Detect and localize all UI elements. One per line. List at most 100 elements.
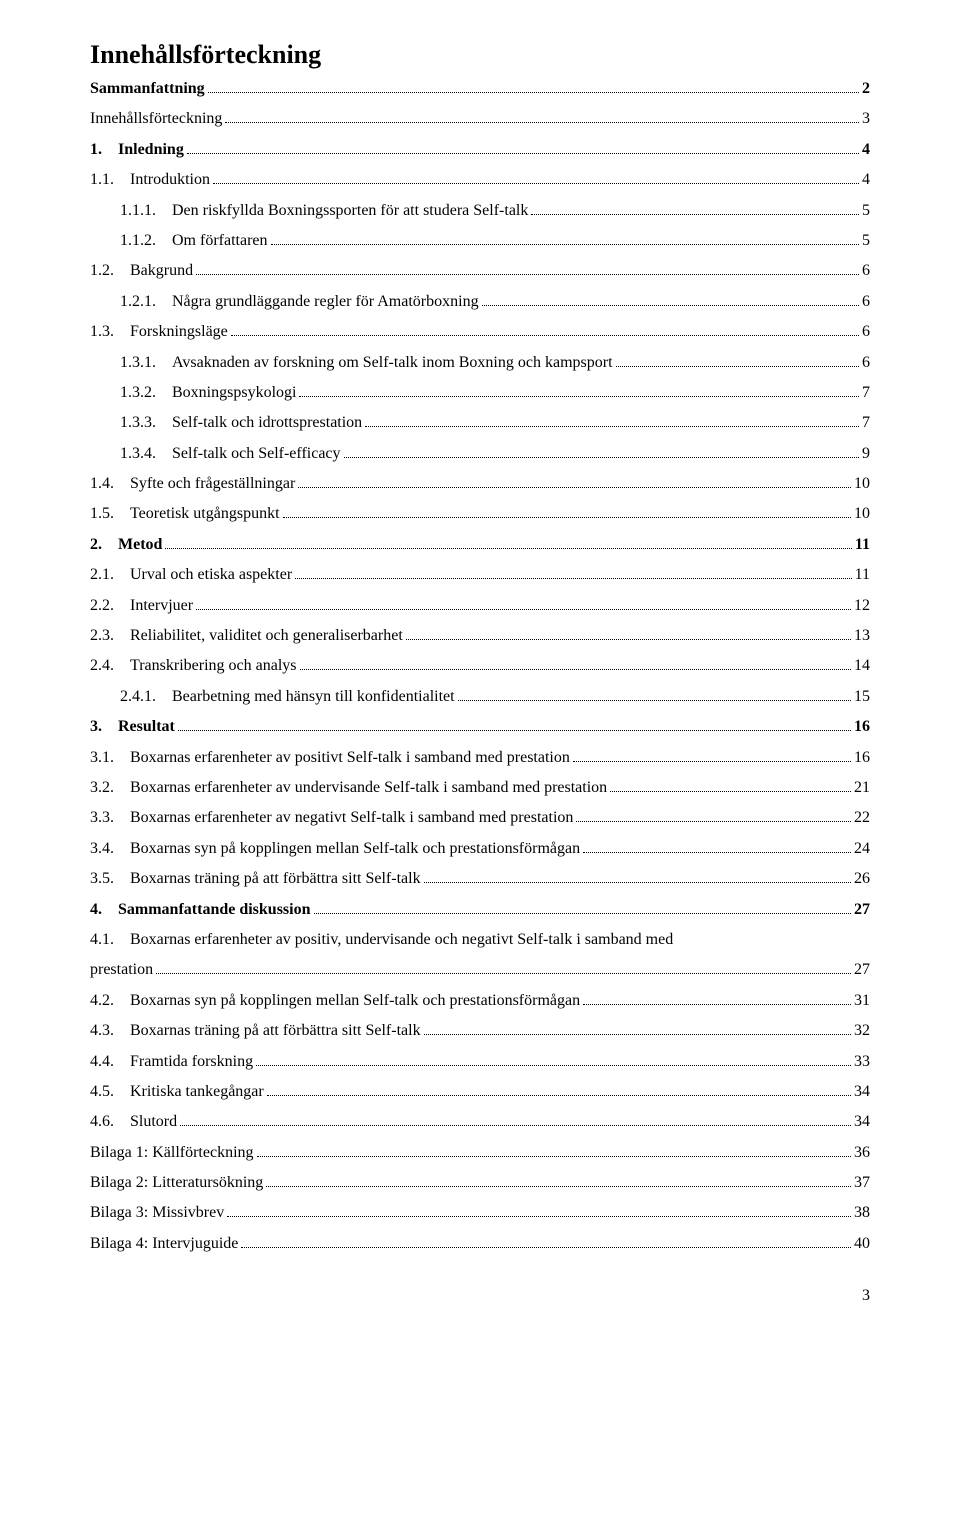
toc-entry-page: 22 [854,803,870,833]
page-number-footer: 3 [90,1287,870,1305]
toc-entry: 1.2.1. Några grundläggande regler för Am… [90,287,870,317]
toc-entry-page: 16 [854,712,870,742]
toc-leader-dots [583,852,851,853]
toc-leader-dots [299,396,859,397]
toc-entry-label: 1.2.1. Några grundläggande regler för Am… [120,287,479,317]
toc-entry-page: 12 [854,591,870,621]
toc-entry-page: 5 [862,226,870,256]
toc-entry-page: 2 [862,74,870,104]
toc-entry-label: Bilaga 4: Intervjuguide [90,1229,238,1259]
toc-entry-page: 9 [862,439,870,469]
toc-entry-page: 4 [862,135,870,165]
toc-entry-label: 3.1. Boxarnas erfarenheter av positivt S… [90,743,570,773]
toc-entry: 2.2. Intervjuer12 [90,591,870,621]
toc-entry-label: 1.3.3. Self-talk och idrottsprestation [120,408,362,438]
toc-entry-label: Innehållsförteckning [90,104,222,134]
toc-entry: 4. Sammanfattande diskussion27 [90,895,870,925]
toc-leader-dots [271,244,859,245]
toc-leader-dots [231,335,859,336]
toc-leader-dots [165,548,851,549]
toc-leader-dots [314,913,852,914]
toc-leader-dots [458,700,851,701]
toc-leader-dots [187,153,859,154]
toc-entry-label: 4.1. Boxarnas erfarenheter av positiv, u… [90,925,673,955]
toc-entry-label: 1.1.1. Den riskfyllda Boxningssporten fö… [120,196,528,226]
toc-entry: 1.3.1. Avsaknaden av forskning om Self-t… [90,348,870,378]
toc-leader-dots [180,1125,851,1126]
toc-leader-dots [225,122,859,123]
toc-entry: 1.3.4. Self-talk och Self-efficacy 9 [90,439,870,469]
toc-leader-dots [257,1156,851,1157]
toc-entry: 1.4. Syfte och frågeställningar10 [90,469,870,499]
toc-entry-label: 4. Sammanfattande diskussion [90,895,311,925]
toc-entry-label: 3.5. Boxarnas träning på att förbättra s… [90,864,421,894]
toc-entry: 1.1. Introduktion 4 [90,165,870,195]
toc-entry: 3.4. Boxarnas syn på kopplingen mellan S… [90,834,870,864]
toc-entry-label: 1. Inledning [90,135,184,165]
toc-entry-page: 4 [862,165,870,195]
toc-leader-dots [365,426,859,427]
toc-leader-dots [616,366,859,367]
toc-entry: 2. Metod11 [90,530,870,560]
toc-entry-label: 3.3. Boxarnas erfarenheter av negativt S… [90,803,573,833]
toc-leader-dots [424,882,851,883]
toc-entry: 1.1.2. Om författaren 5 [90,226,870,256]
toc-entry: 4.5. Kritiska tankegångar34 [90,1077,870,1107]
toc-entry-label: 4.3. Boxarnas träning på att förbättra s… [90,1016,421,1046]
toc-entry-page: 24 [854,834,870,864]
toc-leader-dots [344,457,859,458]
toc-entry-label: 2.3. Reliabilitet, validitet och general… [90,621,403,651]
toc-entry: Bilaga 2: Litteratursökning37 [90,1168,870,1198]
toc-leader-dots [241,1247,851,1248]
toc-leader-dots [295,578,851,579]
toc-entry-label: Bilaga 3: Missivbrev [90,1198,224,1228]
toc-leader-dots [227,1216,851,1217]
toc-entry: 1. Inledning 4 [90,135,870,165]
toc-entry-label: 4.4. Framtida forskning [90,1047,253,1077]
toc-entry-page: 26 [854,864,870,894]
toc-entry-page: 10 [854,469,870,499]
toc-leader-dots [283,517,851,518]
toc-entry-label: 1.3.1. Avsaknaden av forskning om Self-t… [120,348,613,378]
toc-leader-dots [213,183,859,184]
toc-leader-dots [196,274,859,275]
toc-entry-page: 10 [854,499,870,529]
toc-entry-page: 21 [854,773,870,803]
toc-entry-label: Bilaga 1: Källförteckning [90,1138,254,1168]
toc-leader-dots [610,791,851,792]
toc-entry: Innehållsförteckning3 [90,104,870,134]
toc-entry-page: 6 [862,256,870,286]
toc-entry: 1.3. Forskningsläge6 [90,317,870,347]
toc-entry-page: 15 [854,682,870,712]
toc-entry-label: 1.1.2. Om författaren [120,226,268,256]
toc-entry: 1.1.1. Den riskfyllda Boxningssporten fö… [90,196,870,226]
toc-entry-label: 3. Resultat [90,712,175,742]
toc-entry: 1.3.2. Boxningspsykologi7 [90,378,870,408]
toc-entry: Bilaga 3: Missivbrev38 [90,1198,870,1228]
toc-leader-dots [424,1034,851,1035]
toc-entry-label: 1.3.4. Self-talk och Self-efficacy [120,439,341,469]
toc-entry: 2.3. Reliabilitet, validitet och general… [90,621,870,651]
toc-entry-label: 1.2. Bakgrund [90,256,193,286]
toc-entry-page: 11 [855,560,870,590]
toc-entry-label: 1.1. Introduktion [90,165,210,195]
toc-leader-dots [266,1186,851,1187]
toc-entry-label: 2. Metod [90,530,162,560]
toc-entry: 4.2. Boxarnas syn på kopplingen mellan S… [90,986,870,1016]
toc-entry-label: 3.2. Boxarnas erfarenheter av undervisan… [90,773,607,803]
toc-leader-dots [267,1095,851,1096]
toc-entry-page: 32 [854,1016,870,1046]
toc-entry: 3.3. Boxarnas erfarenheter av negativt S… [90,803,870,833]
toc-entry-label: 2.1. Urval och etiska aspekter [90,560,292,590]
toc-entry-page: 16 [854,743,870,773]
toc-entry-page: 6 [862,287,870,317]
toc-entry-page: 34 [854,1107,870,1137]
toc-entry: 1.2. Bakgrund 6 [90,256,870,286]
toc-entry-page: 34 [854,1077,870,1107]
toc-entry-label: 1.3. Forskningsläge [90,317,228,347]
toc-entry: 2.1. Urval och etiska aspekter 11 [90,560,870,590]
toc-entry-label: 4.2. Boxarnas syn på kopplingen mellan S… [90,986,580,1016]
toc-entry-page: 7 [862,408,870,438]
table-of-contents: Sammanfattning2Innehållsförteckning31. I… [90,74,870,1259]
toc-entry: Bilaga 4: Intervjuguide40 [90,1229,870,1259]
